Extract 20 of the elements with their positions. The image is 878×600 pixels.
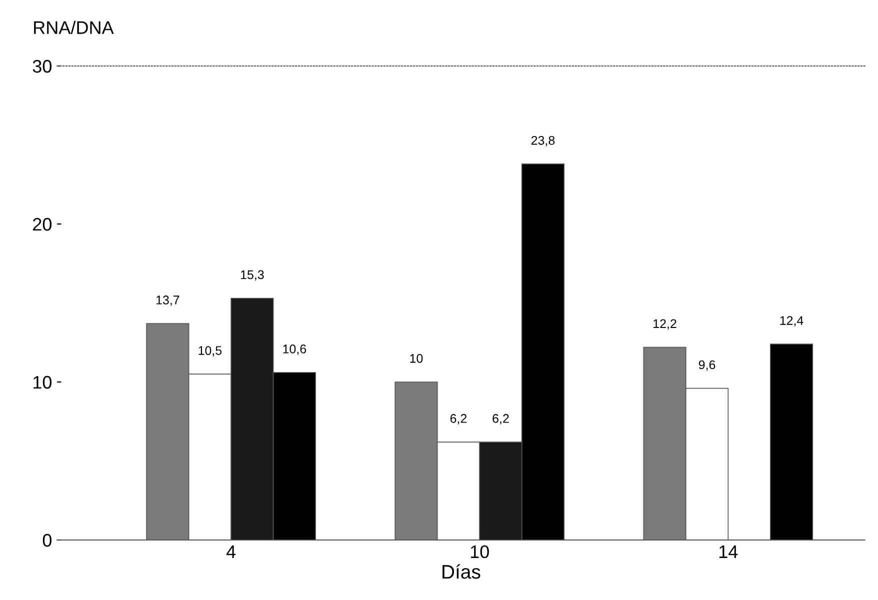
x-tick-label: 4 <box>226 546 236 558</box>
data-label: 6,2 <box>450 414 467 424</box>
y-axis-title: RNA/DNA <box>34 20 114 34</box>
data-label: 23,8 <box>531 136 555 146</box>
data-label: 12,4 <box>780 316 804 326</box>
y-tick-label: 10 <box>34 376 52 389</box>
data-label: 15,3 <box>240 270 264 281</box>
data-label: 12,2 <box>654 319 676 330</box>
data-label: 9,6 <box>698 360 716 371</box>
data-label: 10 <box>410 354 423 363</box>
y-tick-label: 0 <box>42 534 52 547</box>
x-tick-label: 10 <box>470 545 489 558</box>
data-label: 10,6 <box>283 344 306 355</box>
y-tick-label: 20 <box>33 218 52 231</box>
data-label: 13,7 <box>156 296 180 306</box>
x-tick-label: 14 <box>719 546 738 558</box>
data-label: 6,2 <box>492 414 509 424</box>
x-axis-title: Días <box>442 564 480 579</box>
y-tick-label: 30 <box>32 60 52 73</box>
data-label: 10,5 <box>198 346 222 356</box>
